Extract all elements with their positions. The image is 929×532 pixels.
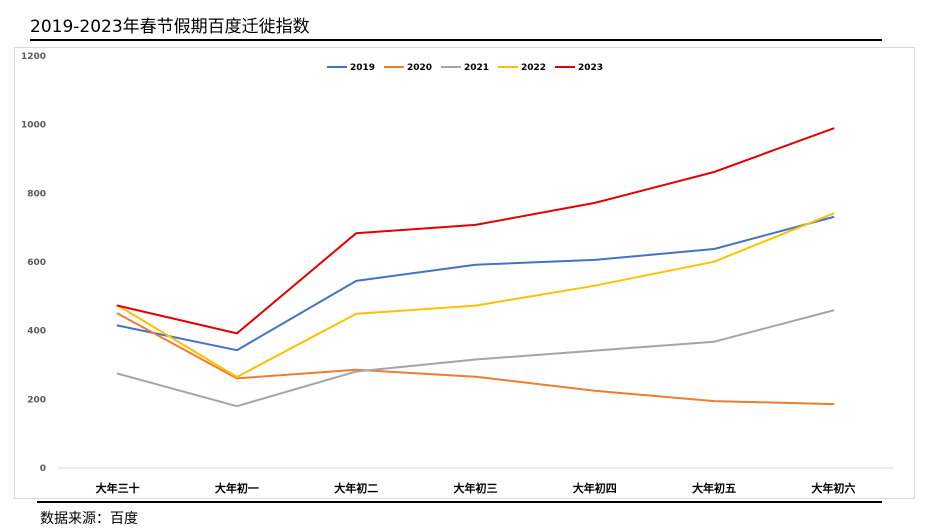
legend-item-2019: 2019 <box>327 63 375 73</box>
legend-label: 2020 <box>407 63 432 73</box>
chart-frame <box>14 47 915 499</box>
title-underline <box>30 39 882 41</box>
x-tick-label: 大年初四 <box>573 481 617 495</box>
chart-title: 2019-2023年春节假期百度迁徙指数 <box>30 17 310 37</box>
legend-item-2020: 2020 <box>384 63 432 73</box>
legend-label: 2023 <box>578 63 603 73</box>
y-tick-label: 0 <box>40 464 46 474</box>
series-line-2021 <box>116 309 835 408</box>
y-tick-label: 200 <box>27 395 46 405</box>
series-line-2023 <box>116 127 835 335</box>
x-tick-label: 大年三十 <box>96 481 140 495</box>
x-axis: 大年三十 大年初一 大年初二 大年初三 大年初四 大年初五 大年初六 <box>58 467 893 495</box>
legend: 2019 2020 2021 2022 2023 <box>327 63 603 73</box>
x-tick-label: 大年初五 <box>692 481 736 495</box>
x-tick-label: 大年初一 <box>215 481 259 495</box>
legend-item-2022: 2022 <box>498 63 546 73</box>
y-tick-label: 800 <box>27 189 46 199</box>
y-axis: 0 200 400 600 800 1000 1200 <box>21 52 46 474</box>
legend-label: 2022 <box>521 63 546 73</box>
series-line-2022 <box>116 212 835 378</box>
y-tick-label: 600 <box>27 258 46 268</box>
legend-label: 2019 <box>350 63 375 73</box>
y-tick-label: 400 <box>27 327 46 337</box>
legend-item-2023: 2023 <box>555 63 603 73</box>
footer-rule <box>37 501 882 503</box>
x-tick-label: 大年初三 <box>454 481 498 495</box>
source-note: 数据来源：百度 <box>40 511 138 527</box>
x-tick-label: 大年初二 <box>334 481 378 495</box>
series-line-2020 <box>116 312 835 406</box>
series-lines <box>116 127 835 408</box>
legend-label: 2021 <box>464 63 489 73</box>
x-tick-label: 大年初六 <box>811 481 855 495</box>
y-tick-label: 1200 <box>21 52 46 62</box>
y-tick-label: 1000 <box>21 121 46 131</box>
legend-item-2021: 2021 <box>441 63 489 73</box>
series-line-2019 <box>116 216 835 352</box>
